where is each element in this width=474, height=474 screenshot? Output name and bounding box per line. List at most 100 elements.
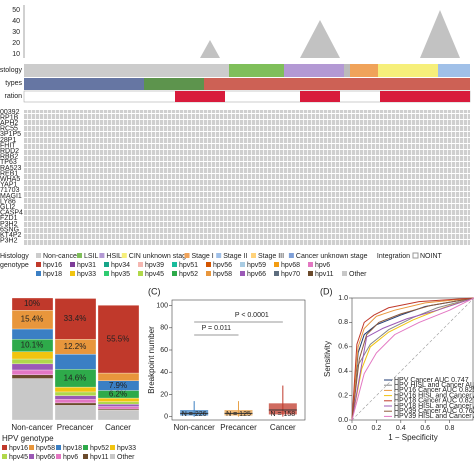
legend-swatch xyxy=(99,253,105,258)
legend-swatch xyxy=(104,271,109,276)
y-tick-label: 0 xyxy=(164,414,168,421)
gene-label: LY86 xyxy=(0,198,16,205)
bar-segment xyxy=(54,298,97,340)
gene-label: KT4P2 xyxy=(0,232,22,239)
oncoprint xyxy=(23,5,471,246)
gene-label: RBB2 xyxy=(0,154,18,161)
bar-segment xyxy=(11,374,54,379)
x-tick-label: Cancer xyxy=(105,423,131,432)
y-tick-label: 40 xyxy=(160,369,168,376)
gene-label: RP1B xyxy=(0,114,19,121)
legend-swatch xyxy=(138,262,143,267)
legend-label: hpv52 xyxy=(90,445,109,452)
data-label: 10% xyxy=(24,299,40,308)
legend-label: hpv11 xyxy=(90,454,109,461)
legend-swatch xyxy=(36,271,41,276)
box xyxy=(224,410,253,416)
bar-segment xyxy=(54,391,97,396)
data-label: 33.4% xyxy=(64,314,87,323)
legend-swatch xyxy=(308,262,313,267)
legend-swatch xyxy=(56,454,61,459)
legend-swatch xyxy=(288,253,294,258)
legend-label: hpv35 xyxy=(111,271,130,278)
legend-label: hpv66 xyxy=(247,271,266,278)
legend-label: HPV Cancer AUC 0.747 xyxy=(394,377,469,384)
legend-label: Stage I xyxy=(192,253,214,260)
legend-swatch xyxy=(274,262,279,267)
legend-label: hpv33 xyxy=(77,271,96,278)
bar-segment xyxy=(97,403,140,407)
data-label: 10.1% xyxy=(21,341,44,350)
bar-segment xyxy=(11,328,54,340)
gene-label: YAP1 xyxy=(0,182,17,189)
gene-label: P3H2 xyxy=(0,238,18,245)
gene-label: 28P1 xyxy=(0,137,16,144)
legend-swatch xyxy=(83,445,88,450)
legend-label: CIN unknown stage xyxy=(129,253,190,260)
roc-line xyxy=(351,297,474,421)
gene-label: 3P1P5 xyxy=(0,131,21,138)
legend-label: hpv58 xyxy=(36,445,55,452)
legend-title: Histology xyxy=(0,253,29,260)
y-axis-label: Breakpoint number xyxy=(147,326,156,394)
legend-label: Other xyxy=(117,454,135,461)
y-tick-label: 0.8 xyxy=(338,319,348,326)
legend-label: Other xyxy=(349,271,367,278)
panel-label: (D) xyxy=(320,286,333,296)
legend-title: Integration xyxy=(377,253,410,260)
legend-label: hpv59 xyxy=(247,262,266,269)
gene-label: RDD2 xyxy=(0,148,19,155)
track-label: types xyxy=(5,80,22,87)
legend-swatch xyxy=(172,271,177,276)
bar-segment xyxy=(97,401,140,405)
legend-label: Stage II xyxy=(223,253,247,260)
legend-swatch xyxy=(342,271,347,276)
roc-line xyxy=(351,297,474,421)
y-tick-label: 0.0 xyxy=(338,417,348,424)
n-label: N = 158 xyxy=(270,411,295,418)
gene-label: TP63 xyxy=(0,159,17,166)
legend-label: hpv68 xyxy=(281,262,300,269)
legend-swatch xyxy=(36,253,41,258)
legend-label: hpv45 xyxy=(9,454,28,461)
x-tick-label: Non-cancer xyxy=(173,423,215,432)
legend-label: Non-cancer xyxy=(43,253,80,260)
bar-segment xyxy=(97,372,140,381)
y-tick-label: 20 xyxy=(160,391,168,398)
bar-segment xyxy=(11,363,54,371)
data-label: 14.6% xyxy=(64,373,87,382)
legend-swatch xyxy=(70,271,75,276)
legend-label: hpv51 xyxy=(179,262,198,269)
legend-swatch xyxy=(251,253,256,258)
legend-label: HPV39 HISL and Cancer AUC 0. xyxy=(394,413,474,420)
bar-segment xyxy=(11,358,54,365)
legend-label: HPV18 Cancer AUC 0.827 xyxy=(394,398,474,405)
panel-label: (C) xyxy=(148,286,161,296)
legend-label: hpv11 xyxy=(315,271,334,278)
legend-label: hpv18 xyxy=(43,271,62,278)
count-tick: 30 xyxy=(12,29,20,36)
bar-segment xyxy=(97,397,140,402)
roc-line xyxy=(351,297,474,421)
legend-title: genotype xyxy=(0,262,29,269)
legend-label: hpv66 xyxy=(36,454,55,461)
legend-swatch xyxy=(77,253,82,258)
diagonal xyxy=(351,297,474,421)
legend-label: hpv45 xyxy=(145,271,164,278)
gene-label: GLI2 xyxy=(0,204,15,211)
y-tick-label: 100 xyxy=(156,302,168,309)
count-tick: 10 xyxy=(12,51,20,58)
legend-swatch xyxy=(56,445,61,450)
legend-swatch xyxy=(206,262,211,267)
gene-label: RA523 xyxy=(0,165,22,172)
legend-title: HPV genotype xyxy=(2,434,54,443)
legend-label: hpv70 xyxy=(281,271,300,278)
gene-label: RC55 xyxy=(0,126,18,133)
gene-label: CASP4 xyxy=(0,210,23,217)
plot-frame xyxy=(171,299,306,421)
legend-label: HPV39 Cancer AUC 0.762 xyxy=(394,408,474,415)
legend-label: hpv58 xyxy=(213,271,232,278)
legend-label: HPV18 HISL and Cancer AUC 0.7 xyxy=(394,403,474,410)
bar-segment xyxy=(54,353,97,370)
x-tick-label: 0.2 xyxy=(372,425,382,432)
